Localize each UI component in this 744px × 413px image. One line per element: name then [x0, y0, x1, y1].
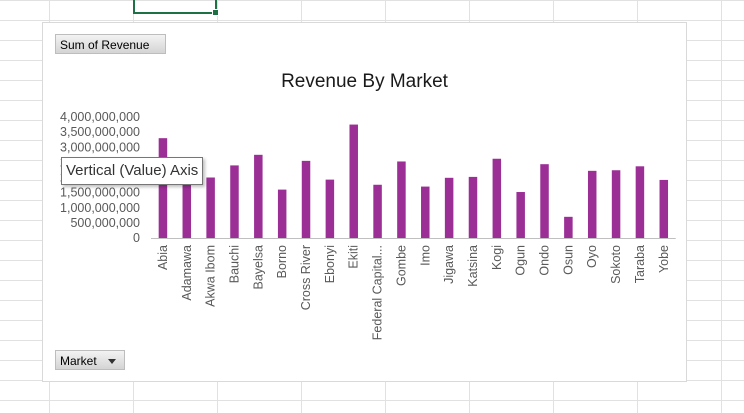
bar[interactable] [277, 189, 287, 238]
category-axis-label[interactable]: Bauchi [227, 245, 241, 283]
selected-cell[interactable] [133, 0, 219, 16]
bar[interactable] [468, 176, 478, 238]
value-axis-tick-label[interactable]: 1,000,000,000 [60, 201, 140, 215]
category-axis-label[interactable]: Sokoto [609, 245, 623, 284]
bar[interactable] [349, 124, 358, 238]
category-axis-label[interactable]: Akwa Ibom [204, 245, 218, 307]
category-axis-label[interactable]: Bayelsa [251, 245, 265, 290]
bar[interactable] [540, 164, 549, 238]
value-axis-tick-label[interactable]: 4,000,000,000 [60, 110, 140, 124]
axis-tooltip: Vertical (Value) Axis [61, 157, 204, 185]
category-axis-label[interactable]: Ondo [538, 245, 552, 276]
category-axis-label[interactable]: Abia [156, 245, 170, 270]
category-axis-label[interactable]: Borno [275, 245, 289, 278]
value-axis-tick-label[interactable]: 1,500,000,000 [60, 186, 140, 200]
chevron-down-icon[interactable] [108, 359, 117, 365]
category-axis-label[interactable]: Cross River [299, 245, 313, 310]
bar[interactable] [421, 186, 430, 238]
pivot-chart[interactable]: Sum of Revenue Revenue By Market 0 500,00… [42, 22, 687, 382]
bar[interactable] [564, 216, 573, 238]
bar[interactable] [492, 158, 502, 238]
category-axis-label[interactable]: Adamawa [180, 245, 194, 301]
bar[interactable] [444, 177, 454, 238]
bar[interactable] [611, 170, 621, 238]
category-axis-label[interactable]: Taraba [633, 245, 647, 283]
category-axis-label[interactable]: Oyo [585, 245, 599, 268]
bar[interactable] [397, 161, 406, 238]
category-axis-label[interactable]: Gombe [394, 245, 408, 286]
sum-of-revenue-field-button[interactable]: Sum of Revenue [55, 34, 166, 54]
bar[interactable] [373, 184, 382, 238]
bar[interactable] [659, 179, 669, 238]
category-axis-label[interactable]: Katsina [466, 245, 480, 287]
category-axis-label[interactable]: Jigawa [442, 245, 456, 284]
value-axis-tick-label[interactable]: 0 [133, 231, 140, 245]
category-axis-label[interactable]: Ekiti [347, 245, 361, 269]
category-axis-label[interactable]: Imo [418, 245, 432, 266]
value-axis-tick-label[interactable]: 500,000,000 [70, 216, 140, 230]
bar[interactable] [230, 165, 239, 238]
bar[interactable] [516, 192, 525, 238]
bar[interactable] [301, 160, 311, 238]
bar[interactable] [635, 166, 645, 238]
value-axis-tick-label[interactable]: 3,500,000,000 [60, 125, 140, 139]
market-field-button[interactable]: Market [55, 350, 125, 370]
bar[interactable] [254, 154, 263, 238]
sum-of-revenue-label: Sum of Revenue [60, 38, 150, 52]
plot-area[interactable]: 0500,000,0001,000,000,0001,500,000,0002,… [43, 23, 686, 381]
category-axis-label[interactable]: Osun [561, 245, 575, 275]
bar[interactable] [587, 170, 597, 238]
value-axis-tick-label[interactable]: 3,000,000,000 [60, 140, 140, 154]
category-axis-label[interactable]: Ogun [514, 245, 528, 276]
market-label: Market [60, 354, 97, 368]
category-axis-label[interactable]: Federal Capital... [371, 245, 385, 340]
category-axis-label[interactable]: Yobe [657, 245, 671, 273]
chart-title[interactable]: Revenue By Market [281, 71, 448, 92]
bar[interactable] [325, 179, 335, 238]
category-axis-label[interactable]: Kogi [490, 245, 504, 270]
bar[interactable] [182, 184, 192, 238]
category-axis-label[interactable]: Ebonyi [323, 245, 337, 283]
bar[interactable] [206, 177, 215, 239]
bar[interactable] [158, 138, 168, 238]
